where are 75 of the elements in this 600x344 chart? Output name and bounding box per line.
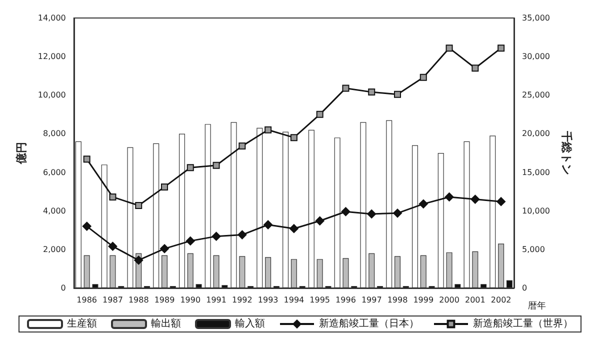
x-tick-label: 1993 xyxy=(258,296,278,304)
y2-tick-label: 35,000 xyxy=(522,14,550,22)
x-tick-label: 1997 xyxy=(361,296,382,304)
y2-tick-label: 20,000 xyxy=(522,129,550,138)
y2-tick-label: 30,000 xyxy=(522,52,550,62)
x-tick-label: 1998 xyxy=(387,296,408,304)
point xyxy=(135,202,142,209)
point xyxy=(394,90,401,98)
point xyxy=(289,224,298,234)
point xyxy=(161,183,168,190)
point xyxy=(341,207,350,216)
legend-label: 生産額 xyxy=(67,318,97,330)
y2-tick-label: 10,000 xyxy=(522,206,550,216)
y-tick-label: 14,000 xyxy=(38,14,66,22)
point xyxy=(238,230,247,240)
point xyxy=(342,84,350,92)
x-tick-label: 1999 xyxy=(413,296,434,304)
point xyxy=(316,110,324,118)
point xyxy=(498,44,505,52)
point xyxy=(238,142,246,150)
point xyxy=(264,220,273,230)
y2-tick-label: 5,000 xyxy=(522,244,545,254)
x-tick-label: 1988 xyxy=(128,296,149,304)
point xyxy=(446,44,453,52)
legend-label: 輸入額 xyxy=(235,318,265,330)
x-tick-label: 1987 xyxy=(102,296,123,304)
point xyxy=(496,197,506,206)
y2-tick-label: 0 xyxy=(522,284,528,292)
point xyxy=(134,256,144,265)
point xyxy=(290,134,298,142)
x-tick-label: 2000 xyxy=(439,296,460,304)
legend-label: 新造船竣工量（日本） xyxy=(319,318,419,330)
point xyxy=(393,208,402,218)
x-tick-label: 2001 xyxy=(464,296,486,304)
legend-label: 輸出額 xyxy=(151,318,181,330)
y2-axis-title: 千総トン xyxy=(560,130,573,175)
y-tick-label: 12,000 xyxy=(38,52,66,62)
y-tick-label: 2,000 xyxy=(42,244,66,254)
point xyxy=(444,192,454,202)
x-tick-label: 2002 xyxy=(490,296,512,304)
point xyxy=(186,236,195,246)
x-tick-label: 1989 xyxy=(154,296,175,304)
x-tick-label: 1994 xyxy=(284,296,304,304)
point xyxy=(82,222,92,231)
y-axis-title: 億円 xyxy=(15,142,28,165)
point xyxy=(368,88,376,96)
point xyxy=(420,74,427,81)
point xyxy=(108,242,118,251)
point xyxy=(418,199,428,208)
point xyxy=(264,126,272,134)
point xyxy=(186,164,194,172)
point xyxy=(160,244,170,254)
y2-tick-label: 25,000 xyxy=(522,90,550,100)
point xyxy=(212,232,221,241)
y-tick-label: 0 xyxy=(60,284,66,292)
point xyxy=(367,209,376,218)
y-tick-label: 10,000 xyxy=(38,90,66,100)
point xyxy=(472,64,479,72)
x-axis-title: 暦年 xyxy=(528,300,546,312)
legend-label: 新造船竣工量（世界） xyxy=(473,318,573,330)
x-tick-label: 1986 xyxy=(76,296,98,304)
x-tick-label: 1996 xyxy=(336,296,356,304)
y-tick-label: 8,000 xyxy=(42,129,66,138)
x-tick-label: 1990 xyxy=(180,296,201,304)
point xyxy=(83,156,90,163)
point xyxy=(109,193,116,200)
y2-tick-label: 15,000 xyxy=(522,168,550,177)
y-tick-label: 6,000 xyxy=(42,168,66,177)
y-tick-label: 4,000 xyxy=(42,206,66,216)
x-tick-label: 1992 xyxy=(232,296,252,304)
point xyxy=(470,194,480,204)
x-tick-label: 1991 xyxy=(206,296,226,304)
point xyxy=(315,216,324,226)
point xyxy=(212,162,220,169)
x-tick-label: 1995 xyxy=(310,296,330,304)
